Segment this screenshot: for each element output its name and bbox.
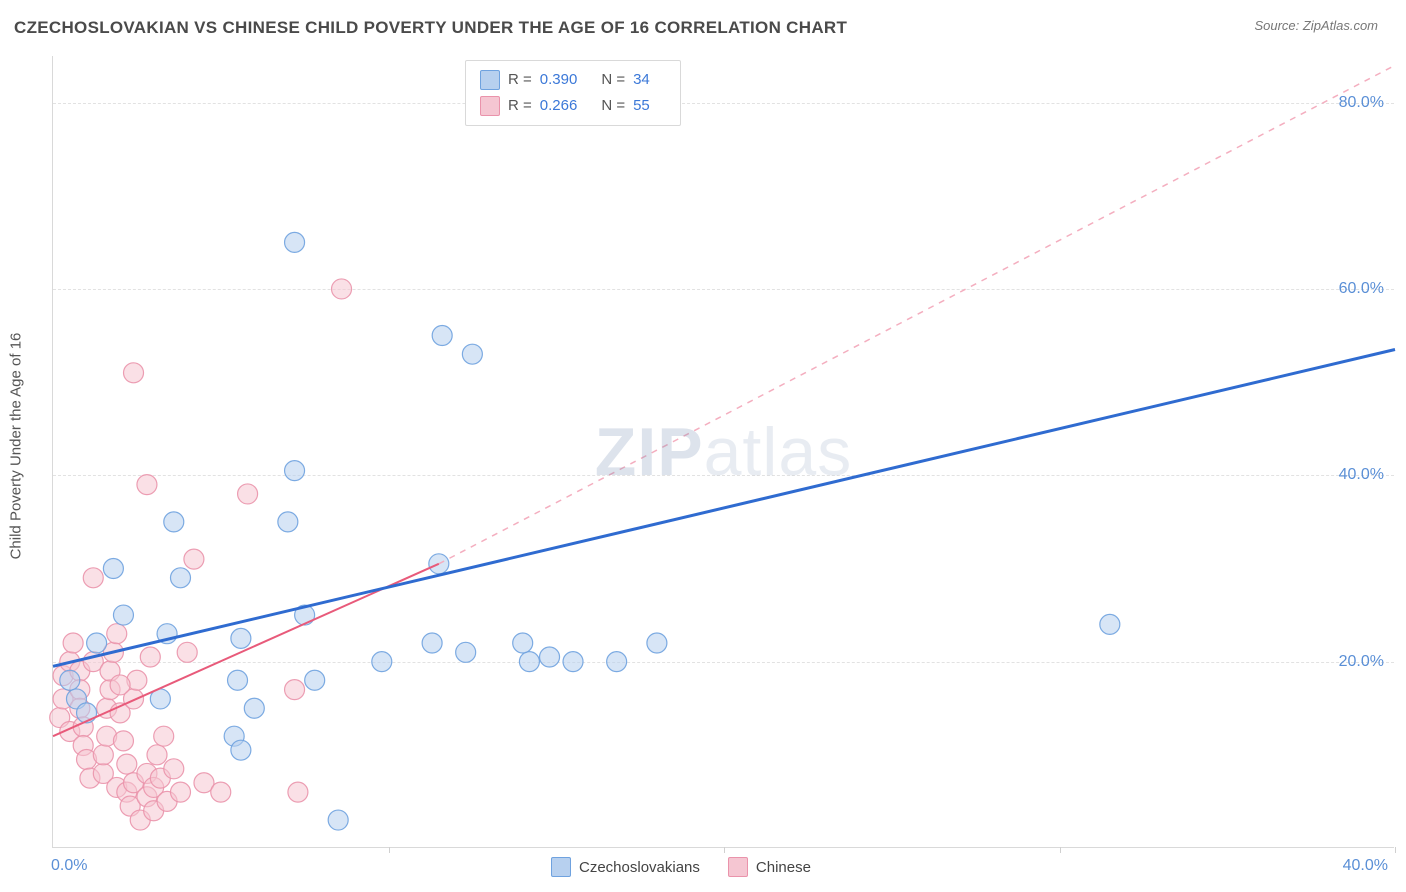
legend-label-a: Czechoslovakians [579,859,700,876]
point-chinese [184,549,204,569]
point-czechoslovakian [607,652,627,672]
point-chinese [332,279,352,299]
legend-swatch-blue [480,70,500,90]
legend-swatch-pink [480,96,500,116]
x-tick-label: 40.0% [1343,857,1388,875]
r-label: R = [508,67,532,93]
point-czechoslovakian [305,670,325,690]
n-value-a: 34 [633,67,650,93]
point-czechoslovakian [1100,614,1120,634]
point-chinese [83,568,103,588]
point-czechoslovakian [513,633,533,653]
legend-swatch-blue [551,857,571,877]
point-chinese [170,782,190,802]
point-chinese [177,642,197,662]
point-chinese [117,754,137,774]
n-label: N = [601,67,625,93]
legend-item-a: Czechoslovakians [551,857,700,877]
legend-row-b: R = 0.266 N = 55 [480,93,666,119]
r-value-b: 0.266 [540,93,578,119]
point-chinese [164,759,184,779]
point-chinese [238,484,258,504]
point-chinese [110,675,130,695]
n-value-b: 55 [633,93,650,119]
point-czechoslovakian [244,698,264,718]
point-czechoslovakian [647,633,667,653]
point-chinese [124,363,144,383]
correlation-legend: R = 0.390 N = 34 R = 0.266 N = 55 [465,60,681,126]
legend-label-b: Chinese [756,859,811,876]
point-czechoslovakian [87,633,107,653]
point-czechoslovakian [228,670,248,690]
point-chinese [107,624,127,644]
chart-plot-area: 20.0%40.0%60.0%80.0% ZIPatlas R = 0.390 … [52,56,1394,848]
point-czechoslovakian [432,326,452,346]
source-attribution: Source: ZipAtlas.com [1254,18,1378,33]
legend-item-b: Chinese [728,857,811,877]
chart-title: CZECHOSLOVAKIAN VS CHINESE CHILD POVERTY… [14,18,847,38]
point-czechoslovakian [231,740,251,760]
r-label: R = [508,93,532,119]
point-chinese [140,647,160,667]
legend-row-a: R = 0.390 N = 34 [480,67,666,93]
point-czechoslovakian [328,810,348,830]
point-chinese [137,475,157,495]
point-czechoslovakian [285,232,305,252]
point-czechoslovakian [278,512,298,532]
scatter-plot [53,56,1394,847]
point-czechoslovakian [113,605,133,625]
point-czechoslovakian [372,652,392,672]
legend-swatch-pink [728,857,748,877]
series-legend: Czechoslovakians Chinese [551,857,811,877]
point-czechoslovakian [422,633,442,653]
point-czechoslovakian [164,512,184,532]
trendline-chinese-dashed [439,65,1395,563]
point-chinese [63,633,83,653]
x-tick-mark [724,847,725,853]
trendline-czechoslovakian [53,350,1395,667]
point-czechoslovakian [170,568,190,588]
point-czechoslovakian [103,558,123,578]
point-czechoslovakian [60,670,80,690]
y-axis-label: Child Poverty Under the Age of 16 [8,333,25,560]
x-tick-mark [1395,847,1396,853]
point-chinese [288,782,308,802]
point-chinese [93,745,113,765]
point-czechoslovakian [540,647,560,667]
point-czechoslovakian [285,461,305,481]
point-chinese [154,726,174,746]
point-chinese [113,731,133,751]
x-tick-mark [389,847,390,853]
point-chinese [285,680,305,700]
point-czechoslovakian [456,642,476,662]
point-czechoslovakian [519,652,539,672]
n-label: N = [601,93,625,119]
point-czechoslovakian [563,652,583,672]
point-czechoslovakian [462,344,482,364]
point-czechoslovakian [231,628,251,648]
x-tick-label: 0.0% [51,857,87,875]
point-chinese [211,782,231,802]
point-czechoslovakian [77,703,97,723]
r-value-a: 0.390 [540,67,578,93]
x-tick-mark [1060,847,1061,853]
point-chinese [147,745,167,765]
